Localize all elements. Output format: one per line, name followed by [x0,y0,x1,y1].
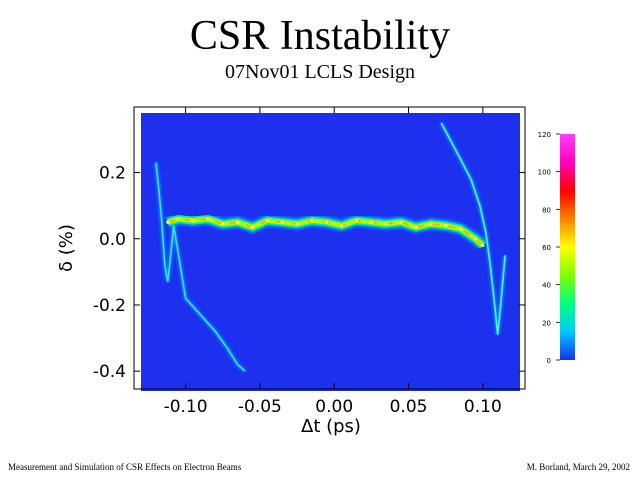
core-point [236,220,240,224]
core-point [265,219,269,223]
colorbar-tick-label: 0 [547,357,551,365]
plot-area [141,113,520,391]
footer-left: Measurement and Simulation of CSR Effect… [8,462,242,472]
core-point [458,227,463,231]
x-tick-label: -0.05 [238,397,282,417]
x-tick-label: 0.05 [390,397,428,417]
core-point [481,243,485,247]
chart-subtitle: 07Nov01 LCLS Design [225,61,415,83]
core-point [444,223,448,228]
core-point [176,217,180,221]
core-point [354,219,359,223]
colorbar-axis: 0 20 40 60 80 100 120 [538,131,560,365]
core-point [399,220,403,224]
core-point [325,220,329,224]
series-head-tail [440,122,506,335]
core-point [473,237,477,241]
core-point [221,222,225,226]
y-tick-label: 0.0 [99,230,126,250]
core-point [280,220,284,224]
data-marks [153,121,508,373]
x-tick-label: -0.10 [164,397,208,417]
footer-right: M. Borland, March 29, 2002 [526,462,630,472]
core-point [310,219,314,223]
colorbar-tick-label: 20 [542,319,551,327]
core-point [206,217,210,221]
core-point [340,223,344,228]
x-tick-label: 0.10 [464,397,502,417]
axes-frame [133,106,526,390]
x-axis: -0.10 -0.05 0.00 0.05 0.10 [164,107,502,417]
core-point [166,220,170,224]
core-point [414,225,418,229]
colorbar-tick-label: 40 [542,282,551,290]
core-point [250,225,255,229]
core-point [295,222,299,226]
x-tick-label: 0.00 [315,397,353,417]
colorbar-tick-label: 120 [538,131,551,139]
y-axis: 0.2 0.0 -0.2 -0.4 [93,164,525,382]
x-axis-label: Δt (ps) [301,416,361,437]
y-tick-label: 0.2 [99,164,126,184]
colorbar-tick-label: 60 [542,244,551,252]
core-point [369,220,373,224]
core-point [191,219,195,223]
core-point [429,222,433,226]
colorbar-tick-label: 80 [542,206,551,214]
colorbar [560,134,575,360]
y-tick-label: -0.4 [93,362,126,382]
colorbar-tick-label: 100 [538,169,551,177]
y-axis-label: δ (%) [56,224,77,272]
core-point [384,222,388,226]
chart-title: CSR Instability [189,13,451,59]
y-tick-label: -0.2 [93,296,126,316]
